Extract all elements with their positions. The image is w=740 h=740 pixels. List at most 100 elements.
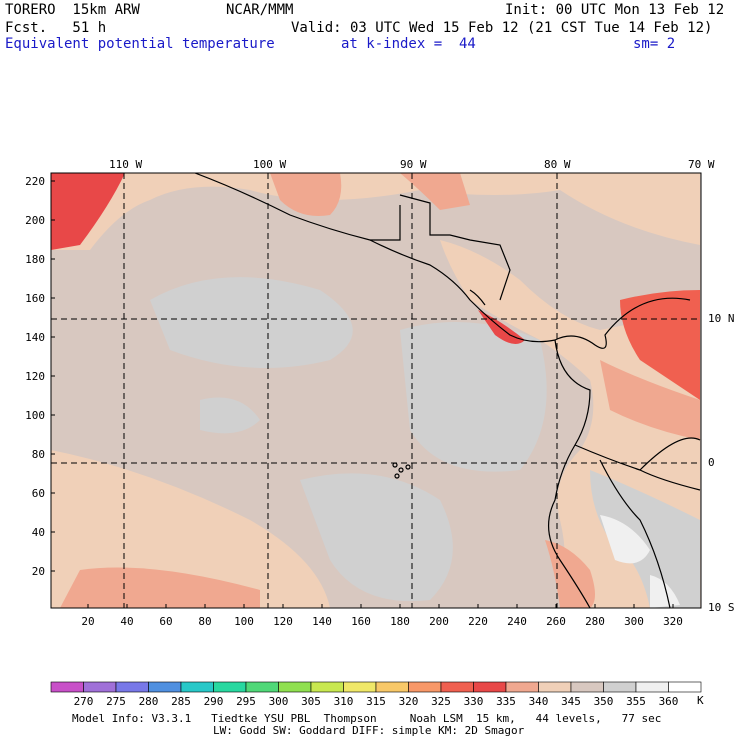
island (398, 467, 404, 473)
y-tick-label: 100 (25, 409, 45, 422)
country-border (639, 437, 701, 471)
y-tick-label: 180 (25, 253, 45, 266)
x-tick-label: 320 (663, 615, 683, 628)
field-patch-warm (600, 360, 700, 440)
colorbar-label: 345 (561, 695, 581, 708)
colorbar-swatch (668, 681, 702, 693)
y-tick-label: 120 (25, 370, 45, 383)
country-border (599, 459, 671, 608)
colorbar-label: 320 (399, 695, 419, 708)
country-border (574, 444, 701, 491)
colorbar-swatch (375, 681, 409, 693)
country-border (399, 194, 511, 301)
colorbar-swatch (83, 681, 117, 693)
colorbar-swatch (440, 681, 474, 693)
colorbar-swatch (115, 681, 149, 693)
colorbar-label: 360 (659, 695, 679, 708)
colorbar-label: 315 (366, 695, 386, 708)
y-tick-label: 160 (25, 292, 45, 305)
lake-outline (469, 289, 486, 306)
colorbar-label: 270 (74, 695, 94, 708)
lon-label: 90 W (400, 158, 427, 171)
lon-label: 80 W (544, 158, 571, 171)
init-time: Init: 00 UTC Mon 13 Feb 12 (505, 2, 725, 18)
island (394, 473, 400, 479)
y-tick-label: 80 (32, 448, 45, 461)
lon-label: 110 W (109, 158, 143, 171)
field-name: Equivalent potential temperature (5, 36, 275, 52)
colorbar-label: 340 (529, 695, 549, 708)
x-tick-label: 260 (546, 615, 566, 628)
country-border (370, 205, 401, 241)
colorbar-swatch (213, 681, 247, 693)
colorbar-swatch (408, 681, 442, 693)
y-tick-label: 200 (25, 214, 45, 227)
map-frame (50, 172, 702, 609)
colorbar-swatch (538, 681, 572, 693)
valid-time: Valid: 03 UTC Wed 15 Feb 12 (21 CST Tue … (291, 20, 713, 36)
field-patch-grey (300, 473, 453, 602)
colorbar-swatch (603, 681, 637, 693)
colorbar-swatch (343, 681, 377, 693)
x-tick-label: 140 (312, 615, 332, 628)
x-tick-label: 180 (390, 615, 410, 628)
colorbar-swatch (570, 681, 604, 693)
field-patch-warm (400, 173, 470, 210)
colorbar-swatch (148, 681, 182, 693)
x-tick-label: 40 (120, 615, 133, 628)
colorbar-label: 300 (269, 695, 289, 708)
x-tick-label: 300 (624, 615, 644, 628)
coastline-south (547, 339, 591, 608)
lat-label: 10 S (708, 601, 735, 614)
colorbar-swatch (50, 681, 84, 693)
x-tick-label: 60 (159, 615, 172, 628)
lat-label: 0 (708, 456, 715, 469)
lon-label: 100 W (253, 158, 287, 171)
colorbar-swatch (473, 681, 507, 693)
forecast-hour: Fcst. 51 h (5, 20, 107, 36)
map-figure: 220 200 180 160 140 120 100 80 60 40 20 20 40 60 80 10… (25, 172, 702, 628)
y-tick-label: 60 (32, 487, 45, 500)
x-tick-label: 240 (507, 615, 527, 628)
field-patch-grey (400, 322, 547, 472)
colorbar-label: 310 (334, 695, 354, 708)
colorbar-swatch (180, 681, 214, 693)
x-tick-label: 280 (585, 615, 605, 628)
colorbar: 270 275 280 285 290 295 300 305 310 315 320 325 330 3… (50, 681, 702, 708)
colorbar-swatch (278, 681, 312, 693)
level-index: at k-index = 44 (341, 36, 476, 52)
x-tick-label: 100 (234, 615, 254, 628)
coastline-north (194, 173, 691, 349)
field-patch-light (650, 575, 680, 608)
field-patch-hot (620, 290, 700, 400)
colorbar-swatch (635, 681, 669, 693)
field-patch-grey (200, 397, 260, 434)
y-tick-label: 20 (32, 565, 45, 578)
colorbar-label: 335 (496, 695, 516, 708)
colorbar-label: 285 (171, 695, 191, 708)
field-patch-grey (590, 470, 700, 608)
x-tick-label: 20 (81, 615, 94, 628)
center-label: NCAR/MMM (226, 2, 294, 18)
x-tick-label: 80 (198, 615, 211, 628)
colorbar-label: 330 (464, 695, 484, 708)
x-tick-label: 200 (429, 615, 449, 628)
y-tick-label: 220 (25, 175, 45, 188)
y-tick-label: 140 (25, 331, 45, 344)
field-patch-light (600, 515, 650, 564)
y-tick-label: 40 (32, 526, 45, 539)
field-patch-warm (51, 173, 700, 250)
field-patch-hot (51, 173, 125, 250)
field-patch-warm (60, 567, 260, 608)
colorbar-swatch (245, 681, 279, 693)
colorbar-label: 295 (236, 695, 256, 708)
colorbar-unit: K (697, 694, 704, 707)
colorbar-label: 290 (204, 695, 224, 708)
x-tick-label: 220 (468, 615, 488, 628)
model-title: TORERO 15km ARW (5, 2, 140, 18)
lon-label: 70 W (688, 158, 715, 171)
field-patch-grey (150, 277, 353, 368)
x-tick-label: 160 (351, 615, 371, 628)
x-tick-label: 120 (273, 615, 293, 628)
colorbar-label: 275 (106, 695, 126, 708)
